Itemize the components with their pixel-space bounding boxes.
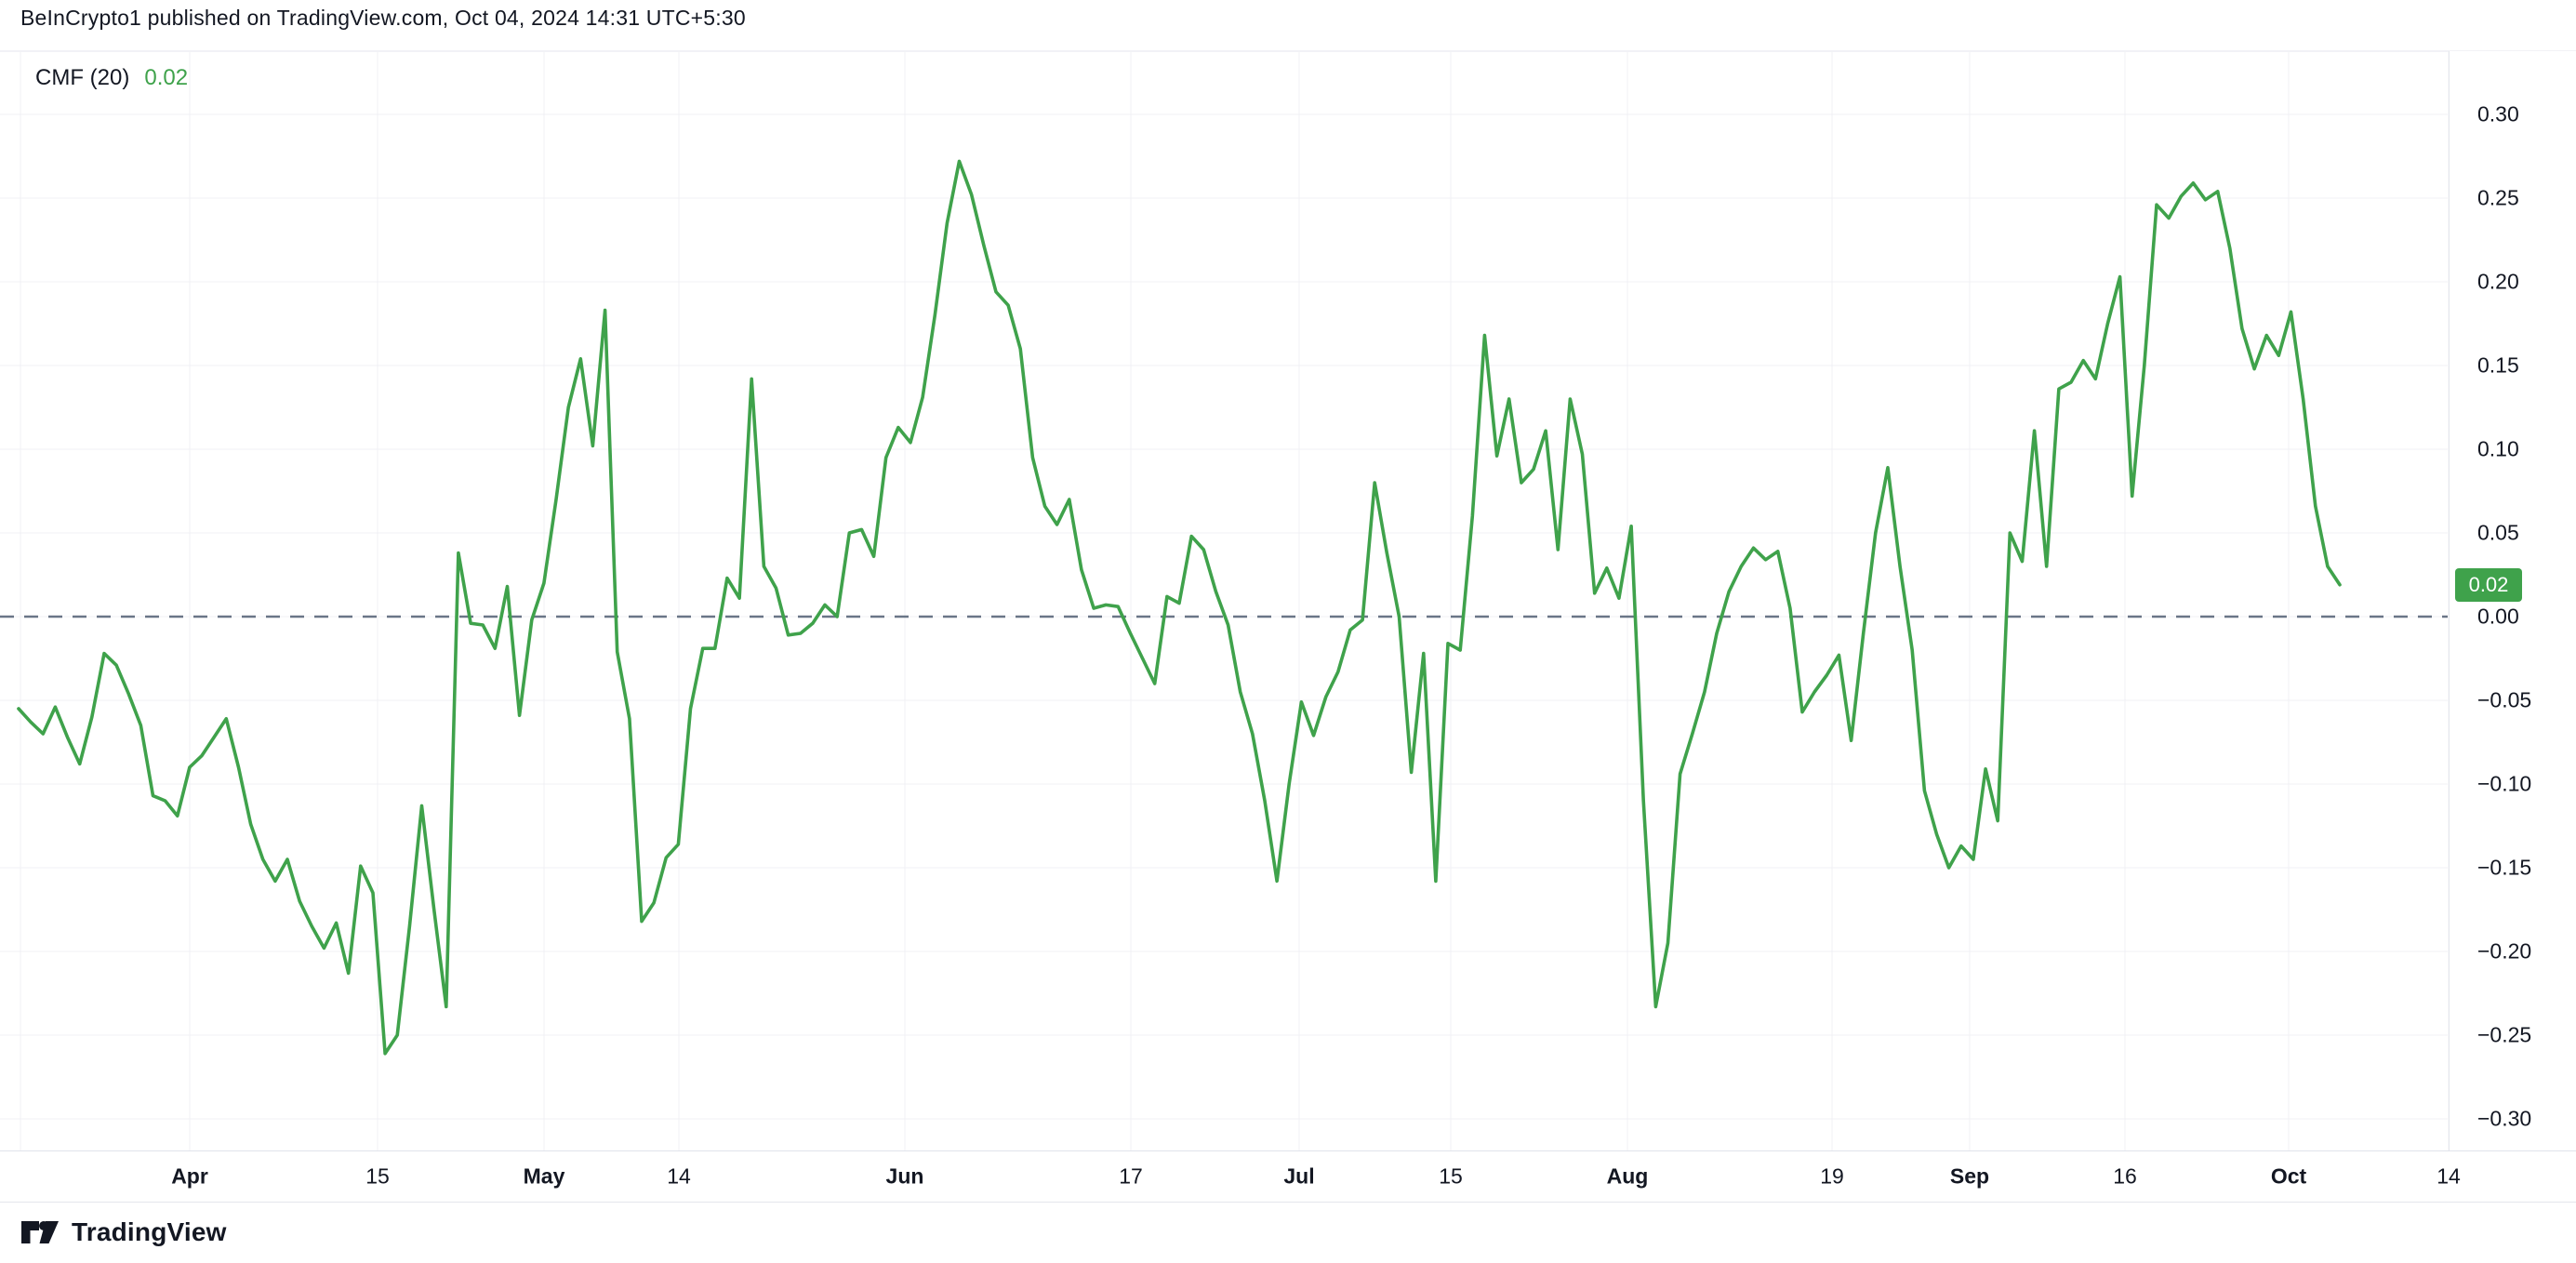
x-tick-label: Apr [171,1163,208,1189]
x-tick-label: Sep [1949,1163,1990,1189]
x-tick-label: May [523,1163,565,1189]
tradingview-logo-text: TradingView [72,1217,227,1246]
y-tick-label: 0.30 [2477,101,2519,126]
y-tick-label: −0.05 [2477,687,2532,712]
indicator-value: 0.02 [144,65,189,90]
y-tick-label: 0.00 [2477,604,2519,629]
x-tick-label: Jul [1283,1163,1315,1189]
y-tick-label: 0.20 [2477,269,2519,294]
x-tick-label: Jun [885,1163,924,1189]
cmf-series-line [17,159,2342,1056]
y-tick-label: 0.15 [2477,352,2519,378]
x-tick-label: Oct [2270,1163,2307,1189]
x-tick-label: 14 [2437,1163,2461,1189]
x-tick-label: 17 [1119,1163,1143,1189]
y-tick-label: −0.25 [2477,1022,2532,1047]
indicator-title: CMF (20) [35,65,130,90]
x-tick-label: 19 [1820,1163,1844,1189]
y-tick-label: 0.05 [2477,520,2519,545]
indicator-legend[interactable]: CMF (20) 0.02 [35,65,188,91]
tradingview-logo-icon [21,1221,59,1243]
tradingview-watermark[interactable]: TradingView [20,1214,227,1251]
y-tick-label: 0.10 [2477,436,2519,461]
y-tick-label: −0.30 [2477,1106,2532,1131]
x-tick-label: 15 [365,1163,390,1189]
y-tick-label: −0.10 [2477,771,2532,796]
y-tick-label: −0.15 [2477,855,2532,880]
y-tick-label: 0.25 [2477,185,2519,210]
attribution-text: BeInCrypto1 published on TradingView.com… [20,6,746,30]
x-tick-label: 16 [2113,1163,2137,1189]
x-tick-label: Aug [1606,1163,1649,1189]
x-tick-label: 15 [1439,1163,1463,1189]
y-tick-label: −0.20 [2477,938,2532,964]
last-value-badge: 0.02 [2455,567,2522,602]
x-tick-label: 14 [667,1163,691,1189]
price-axis[interactable]: 0.02 0.30 0.25 0.20 0.15 0.10 0.05 0.00 −0.05 −0… [2449,51,2576,1150]
time-axis[interactable]: Apr 15 May 14 Jun 17 Jul 15 Aug 19 Sep 16 Oct 14 [0,1150,2576,1203]
